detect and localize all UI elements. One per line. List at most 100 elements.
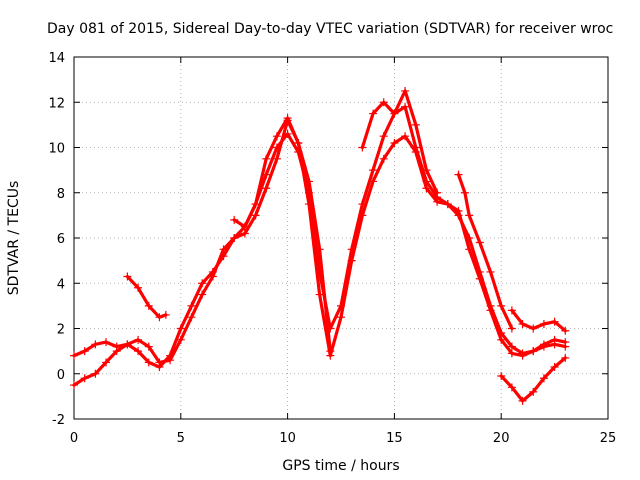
series-track-h — [497, 353, 570, 405]
y-axis-label: SDTVAR / TECUs — [6, 181, 22, 296]
data-point-marker — [460, 188, 469, 197]
data-point-marker — [187, 313, 196, 322]
data-point-marker — [475, 238, 484, 247]
data-point-marker — [326, 347, 335, 356]
data-point-marker — [208, 272, 217, 281]
data-point-marker — [112, 342, 121, 351]
y-axis-ticks: -2 0 2 4 6 8 10 12 14 — [48, 51, 608, 428]
data-point-marker — [70, 381, 78, 390]
data-point-marker — [561, 342, 570, 351]
data-point-marker — [230, 215, 239, 224]
data-point-marker — [187, 301, 196, 310]
data-point-marker — [507, 349, 516, 358]
data-point-marker — [251, 200, 260, 209]
series-trace — [125, 274, 168, 319]
y-tick-label: 2 — [57, 323, 65, 338]
data-point-marker — [294, 138, 303, 147]
data-point-marker — [272, 154, 281, 163]
series-trace — [510, 308, 567, 333]
data-point-marker — [401, 86, 410, 95]
data-point-marker — [134, 335, 143, 344]
data-point-marker — [454, 206, 463, 215]
data-point-marker — [144, 358, 153, 367]
data-point-marker — [379, 132, 388, 141]
x-tick-label: 15 — [386, 431, 403, 446]
data-point-marker — [401, 132, 410, 141]
x-axis-label: GPS time / hours — [282, 458, 399, 474]
data-point-marker — [240, 229, 249, 238]
data-point-marker — [123, 340, 132, 349]
data-point-marker — [240, 222, 249, 231]
x-tick-label: 0 — [70, 431, 78, 446]
data-point-marker — [91, 340, 100, 349]
x-tick-label: 5 — [177, 431, 185, 446]
data-point-marker — [80, 374, 89, 383]
y-tick-label: 8 — [57, 187, 65, 202]
data-point-marker — [454, 170, 463, 179]
data-point-marker — [539, 319, 548, 328]
data-point-marker — [198, 290, 207, 299]
y-tick-label: 6 — [57, 232, 65, 247]
data-point-marker — [272, 132, 281, 141]
series-trace — [232, 116, 332, 353]
data-point-marker — [486, 306, 495, 315]
chart-title: Day 081 of 2015, Sidereal Day-to-day VTE… — [47, 21, 613, 37]
data-point-marker — [251, 211, 260, 220]
data-point-marker — [518, 351, 527, 360]
data-point-marker — [550, 362, 559, 371]
data-point-marker — [369, 166, 378, 175]
data-point-marker — [401, 102, 410, 111]
data-point-marker — [539, 374, 548, 383]
data-point-marker — [518, 319, 527, 328]
data-point-marker — [144, 301, 153, 310]
data-point-marker — [539, 342, 548, 351]
data-point-marker — [433, 188, 442, 197]
data-point-marker — [166, 356, 175, 365]
data-point-marker — [134, 283, 143, 292]
data-point-marker — [390, 138, 399, 147]
data-point-marker — [262, 184, 271, 193]
y-tick-label: 10 — [48, 142, 65, 157]
series-track-e — [358, 86, 442, 197]
data-point-marker — [518, 396, 527, 405]
data-point-marker — [80, 347, 89, 356]
data-point-marker — [475, 274, 484, 283]
data-point-marker — [262, 154, 271, 163]
data-point-marker — [91, 369, 100, 378]
data-point-marker — [486, 267, 495, 276]
data-point-marker — [507, 383, 516, 392]
data-point-marker — [219, 245, 228, 254]
x-tick-label: 25 — [600, 431, 617, 446]
data-point-marker — [433, 197, 442, 206]
data-point-marker — [550, 317, 559, 326]
data-point-marker — [561, 353, 570, 362]
y-tick-label: 14 — [48, 51, 65, 66]
data-point-marker — [358, 211, 367, 220]
series-track-d — [230, 114, 335, 356]
data-point-marker — [337, 313, 345, 322]
grid-lines — [74, 57, 608, 419]
x-tick-label: 20 — [493, 431, 510, 446]
data-point-marker — [550, 340, 559, 349]
data-point-marker — [379, 98, 388, 107]
data-point-marker — [315, 290, 324, 299]
data-point-marker — [155, 313, 164, 322]
data-point-marker — [561, 326, 570, 335]
data-point-marker — [422, 184, 431, 193]
data-point-marker — [347, 256, 356, 265]
data-point-marker — [497, 301, 506, 310]
series-trace — [360, 89, 439, 195]
data-point-marker — [529, 387, 538, 396]
data-point-marker — [443, 200, 452, 209]
data-point-marker — [123, 272, 132, 281]
y-tick-label: 12 — [48, 96, 65, 111]
y-tick-label: 4 — [57, 277, 65, 292]
data-point-marker — [358, 143, 367, 152]
series-track-g — [507, 306, 570, 335]
data-point-marker — [102, 358, 111, 367]
data-point-marker — [465, 211, 474, 220]
x-tick-label: 10 — [279, 431, 296, 446]
data-point-marker — [369, 177, 378, 186]
data-point-marker — [379, 154, 388, 163]
data-point-marker — [144, 342, 153, 351]
